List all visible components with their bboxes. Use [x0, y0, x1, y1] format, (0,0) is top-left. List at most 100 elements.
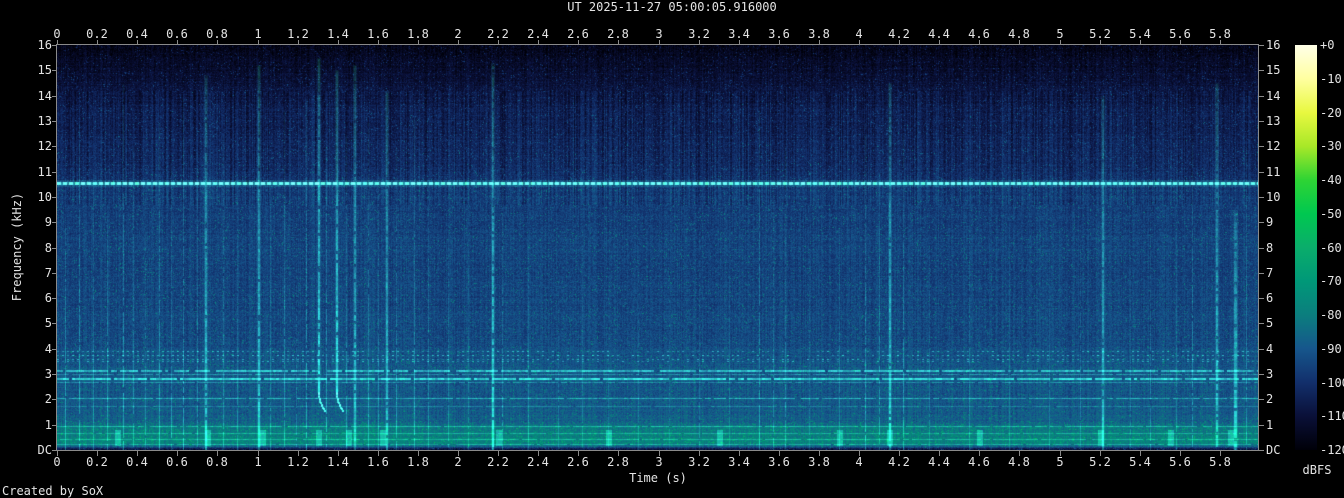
colorbar-tick-label: -70: [1320, 274, 1342, 288]
tick-mark: [779, 40, 780, 45]
y-tick-label: 11: [37, 165, 52, 179]
tick-mark: [498, 451, 499, 456]
tick-mark: [618, 451, 619, 456]
colorbar-tick-label: -50: [1320, 207, 1342, 221]
x-tick-label: 1: [254, 455, 262, 469]
tick-mark: [819, 40, 820, 45]
tick-mark: [52, 374, 57, 375]
tick-mark: [899, 451, 900, 456]
y-tick-label: 10: [37, 190, 52, 204]
x-tick-label: 4.6: [968, 27, 990, 41]
y-tick-label: 15: [1266, 63, 1281, 77]
x-tick-label: 2.8: [607, 455, 629, 469]
tick-mark: [1259, 399, 1264, 400]
tick-mark: [1180, 40, 1181, 45]
colorbar-tick-label: -100: [1320, 376, 1344, 390]
colorbar-tick-label: -20: [1320, 106, 1342, 120]
tick-mark: [1220, 40, 1221, 45]
y-tick-label: 7: [44, 266, 52, 280]
x-tick-label: 4.4: [928, 27, 950, 41]
y-tick-label: 12: [37, 139, 52, 153]
x-tick-label: 5.6: [1169, 27, 1191, 41]
x-tick-label: 2: [454, 455, 462, 469]
tick-mark: [52, 197, 57, 198]
x-tick-label: 5.2: [1089, 455, 1111, 469]
x-tick-label: 3.8: [808, 27, 830, 41]
tick-mark: [979, 40, 980, 45]
y-tick-label: 11: [1266, 165, 1281, 179]
colorbar-tick-label: -90: [1320, 342, 1342, 356]
tick-mark: [699, 40, 700, 45]
tick-mark: [177, 40, 178, 45]
tick-mark: [1259, 425, 1264, 426]
tick-mark: [298, 451, 299, 456]
tick-mark: [699, 451, 700, 456]
y-tick-label: 7: [1266, 266, 1274, 280]
x-tick-label: 1.2: [287, 455, 309, 469]
x-tick-label: 0.6: [166, 27, 188, 41]
y-tick-label: 12: [1266, 139, 1281, 153]
x-tick-label: 4.2: [888, 455, 910, 469]
x-tick-label: 4.2: [888, 27, 910, 41]
tick-mark: [939, 451, 940, 456]
tick-mark: [1220, 451, 1221, 456]
tick-mark: [97, 40, 98, 45]
tick-mark: [1180, 451, 1181, 456]
x-tick-label: 3.4: [728, 27, 750, 41]
tick-mark: [659, 40, 660, 45]
tick-mark: [177, 451, 178, 456]
tick-mark: [1100, 40, 1101, 45]
x-tick-label: 2.8: [607, 27, 629, 41]
x-tick-label: 5.4: [1129, 27, 1151, 41]
x-tick-label: 3.6: [768, 27, 790, 41]
x-tick-label: 3.6: [768, 455, 790, 469]
x-tick-label: 2.6: [567, 27, 589, 41]
x-tick-label: 5.6: [1169, 455, 1191, 469]
tick-mark: [338, 451, 339, 456]
y-tick-label: 16: [37, 38, 52, 52]
x-tick-label: 1.2: [287, 27, 309, 41]
tick-mark: [52, 172, 57, 173]
x-tick-label: 0.8: [206, 455, 228, 469]
y-tick-label: 14: [37, 89, 52, 103]
tick-mark: [52, 146, 57, 147]
x-tick-label: 4.4: [928, 455, 950, 469]
tick-mark: [1060, 451, 1061, 456]
tick-mark: [52, 450, 57, 451]
y-tick-label: 5: [1266, 316, 1274, 330]
tick-mark: [498, 40, 499, 45]
y-tick-label: 9: [44, 215, 52, 229]
tick-mark: [1140, 451, 1141, 456]
tick-mark: [859, 40, 860, 45]
x-tick-label: 2: [454, 27, 462, 41]
tick-mark: [338, 40, 339, 45]
y-tick-label: 13: [37, 114, 52, 128]
x-tick-label: 5: [1056, 455, 1064, 469]
tick-mark: [939, 40, 940, 45]
y-tick-label: 8: [44, 241, 52, 255]
tick-mark: [258, 451, 259, 456]
tick-mark: [52, 425, 57, 426]
tick-mark: [1259, 121, 1264, 122]
tick-mark: [899, 40, 900, 45]
chart-title: UT 2025-11-27 05:00:05.916000: [567, 0, 777, 14]
x-tick-label: 1.8: [407, 455, 429, 469]
x-tick-label: 0.4: [126, 27, 148, 41]
tick-mark: [378, 451, 379, 456]
y-tick-label: 6: [1266, 291, 1274, 305]
colorbar-tick-label: -120: [1320, 443, 1344, 457]
x-tick-label: 1.6: [367, 455, 389, 469]
tick-mark: [739, 451, 740, 456]
x-tick-label: 0.6: [166, 455, 188, 469]
x-tick-label: 0.2: [86, 27, 108, 41]
tick-mark: [578, 40, 579, 45]
tick-mark: [779, 451, 780, 456]
y-tick-label: DC: [37, 443, 52, 457]
tick-mark: [137, 451, 138, 456]
x-tick-label: 0: [53, 455, 61, 469]
x-tick-label: 1: [254, 27, 262, 41]
tick-mark: [418, 40, 419, 45]
tick-mark: [52, 273, 57, 274]
tick-mark: [1259, 172, 1264, 173]
y-tick-label: 13: [1266, 114, 1281, 128]
